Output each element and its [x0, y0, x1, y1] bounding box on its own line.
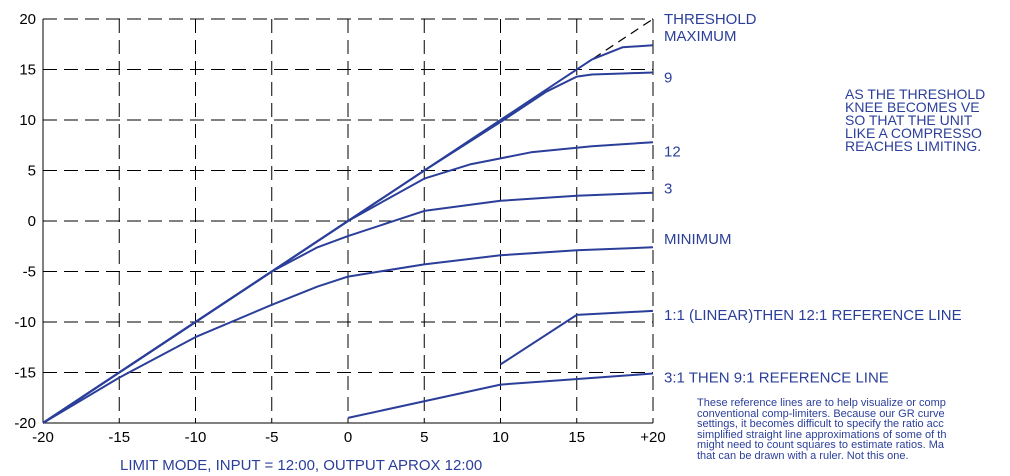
tick-labels: -20 -15 -10 -5 0 5 10 15 +20 -20 -15 -10 -5 0 5 10 15 20: [14, 11, 665, 446]
x-tick-label: -10: [185, 429, 207, 446]
bottom-note-line: that can be drawn with a ruler. Not this…: [697, 449, 909, 462]
x-tick-label: +20: [640, 429, 665, 446]
x-tick-label: -15: [108, 429, 130, 446]
y-tick-label: -5: [23, 264, 36, 281]
series-line-4: [42, 191, 654, 424]
right-note: AS THE THRESHOLD KNEE BECOMES VE SO THAT T…: [845, 88, 1010, 153]
x-tick-label: -20: [32, 429, 54, 446]
bottom-note-line: might need to count squares to estimate …: [697, 439, 945, 451]
series-group: [42, 18, 654, 424]
y-tick-label: 5: [28, 163, 36, 180]
curve-label-3: 12: [664, 143, 681, 160]
right-note-line: AS THE THRESHOLD: [845, 88, 986, 102]
curve-label-2: 9: [664, 70, 672, 87]
curve-label-5: MINIMUM: [664, 231, 732, 248]
y-tick-label: 10: [19, 112, 36, 129]
right-note-line: SO THAT THE UNIT: [845, 112, 973, 128]
grid: [42, 18, 654, 424]
bottom-note: These reference lines are to help visual…: [697, 398, 1010, 476]
bottom-note-line: These reference lines are to help visual…: [697, 398, 946, 409]
right-note-line: LIKE A COMPRESSO: [845, 125, 982, 141]
y-tick-label: -10: [14, 314, 36, 331]
x-tick-label: 5: [420, 429, 428, 446]
y-tick-label: -15: [14, 365, 36, 382]
series-line-5: [42, 246, 654, 424]
bottom-note-line: conventional comp-limiters. Because our …: [697, 407, 945, 420]
y-tick-label: 0: [28, 213, 36, 230]
series-line-7: [347, 372, 654, 419]
chart-caption: LIMIT MODE, INPUT = 12:00, OUTPUT APROX …: [120, 457, 483, 474]
curve-label-7: 3:1 THEN 9:1 REFERENCE LINE: [664, 370, 889, 387]
x-tick-label: 15: [568, 429, 585, 446]
y-tick-label: 15: [19, 62, 36, 79]
curve-label-6: 1:1 (LINEAR)THEN 12:1 REFERENCE LINE: [664, 307, 962, 324]
x-tick-label: 0: [344, 429, 352, 446]
y-tick-label: 20: [19, 11, 36, 28]
y-tick-label: -20: [14, 415, 36, 432]
right-note-line: REACHES LIMITING.: [845, 138, 982, 153]
curve-label-4: 3: [664, 181, 672, 198]
series-line-6: [499, 309, 654, 366]
bottom-note-line: simplified straight line approximations …: [697, 428, 947, 441]
x-tick-label: -5: [265, 429, 278, 446]
bottom-note-line: settings, it becomes difficult to specif…: [697, 418, 944, 430]
curve-label-0: THRESHOLD: [664, 11, 757, 28]
curve-label-1: MAXIMUM: [664, 28, 737, 45]
right-note-line: KNEE BECOMES VE: [845, 99, 980, 115]
x-tick-label: 10: [492, 429, 509, 446]
